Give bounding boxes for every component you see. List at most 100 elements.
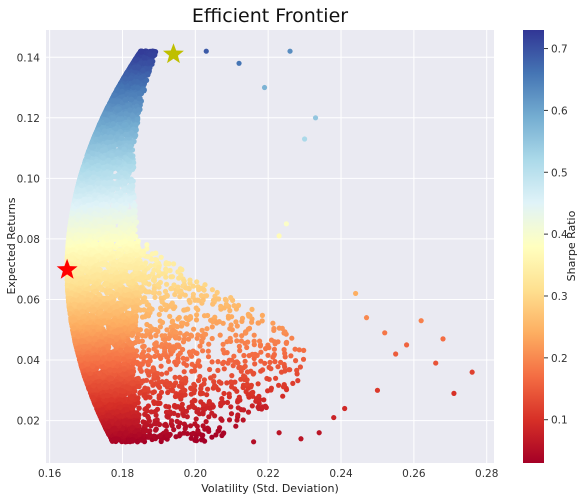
scatter-point	[165, 354, 171, 360]
scatter-point	[144, 242, 150, 248]
scatter-point	[266, 376, 272, 382]
scatter-point	[210, 301, 216, 307]
scatter-point	[242, 358, 248, 364]
scatter-point	[275, 364, 281, 370]
scatter-point	[245, 311, 251, 317]
scatter-point	[147, 433, 153, 439]
scatter-point	[175, 393, 181, 399]
scatter-point	[175, 412, 181, 418]
scatter-point	[151, 433, 157, 439]
scatter-point	[195, 377, 202, 384]
scatter-point	[251, 338, 257, 344]
scatter-point	[159, 333, 165, 339]
scatter-point	[221, 359, 227, 365]
scatter-point	[238, 338, 244, 344]
scatter-point	[176, 433, 182, 439]
scatter-point	[194, 279, 200, 285]
scatter-point	[225, 315, 232, 321]
scatter-point	[235, 360, 241, 366]
scatter-point	[139, 351, 145, 357]
scatter-point	[294, 371, 300, 377]
scatter-point	[221, 390, 227, 397]
scatter-point	[255, 381, 261, 387]
scatter-point	[146, 302, 152, 308]
scatter-point	[240, 384, 246, 391]
scatter-point	[151, 366, 157, 372]
scatter-point	[175, 316, 181, 322]
scatter-point	[270, 320, 276, 326]
scatter-point	[134, 335, 140, 341]
scatter-point	[137, 366, 143, 372]
scatter-point	[202, 282, 208, 288]
scatter-point	[257, 343, 263, 349]
scatter-point	[194, 312, 200, 318]
scatter-point	[192, 297, 198, 303]
scatter-point	[249, 319, 255, 325]
scatter-point	[171, 261, 177, 267]
scatter-point	[233, 423, 239, 429]
scatter-point	[215, 428, 221, 434]
scatter-point	[136, 405, 142, 411]
scatter-point	[220, 347, 226, 353]
scatter-point	[183, 408, 190, 414]
scatter-point	[155, 383, 161, 389]
scatter-point	[215, 387, 221, 393]
scatter-point	[251, 332, 257, 338]
scatter-point	[142, 314, 148, 320]
scatter-point	[278, 369, 285, 375]
scatter-point	[169, 318, 176, 324]
scatter-point	[163, 266, 169, 272]
scatter-point	[257, 338, 263, 344]
scatter-point	[301, 347, 307, 353]
scatter-point	[171, 282, 177, 288]
scatter-point	[148, 423, 154, 429]
scatter-point	[237, 348, 243, 354]
scatter-point	[147, 323, 153, 329]
scatter-point	[259, 312, 265, 318]
scatter-point	[193, 305, 199, 311]
scatter-point	[212, 382, 218, 389]
scatter-point	[185, 336, 192, 342]
scatter-point	[292, 346, 298, 352]
scatter-point	[145, 403, 151, 409]
scatter-point	[139, 361, 145, 367]
scatter-point	[198, 293, 204, 299]
scatter-point	[205, 386, 211, 392]
scatter-point	[286, 367, 292, 373]
scatter-point	[244, 344, 250, 351]
scatter-point	[217, 332, 223, 338]
scatter-point	[184, 362, 190, 368]
scatter-point	[266, 364, 272, 370]
scatter-point	[224, 399, 231, 406]
scatter-point	[202, 438, 208, 444]
scatter-point	[151, 399, 157, 405]
scatter-point	[189, 402, 196, 409]
scatter-point	[220, 400, 226, 406]
scatter-point	[139, 338, 145, 344]
scatter-point	[239, 333, 245, 339]
scatter-point	[215, 367, 221, 373]
scatter-point	[145, 413, 151, 419]
scatter-point	[234, 388, 240, 394]
scatter-point	[281, 383, 287, 389]
scatter-point	[177, 330, 183, 336]
scatter-point	[155, 328, 161, 334]
scatter-point	[178, 288, 184, 294]
scatter-point	[234, 323, 240, 329]
scatter-point	[282, 350, 288, 356]
scatter-point	[169, 418, 175, 424]
scatter-point	[256, 405, 262, 412]
scatter-point	[145, 254, 151, 260]
scatter-point	[187, 423, 194, 429]
scatter-point	[190, 430, 196, 436]
scatter-point	[159, 298, 165, 304]
scatter-point	[67, 311, 73, 317]
scatter-point	[203, 419, 209, 425]
scatter-point	[206, 400, 212, 406]
scatter-point	[196, 358, 202, 364]
scatter-point	[219, 417, 225, 423]
scatter-point	[176, 424, 182, 430]
scatter-point	[187, 277, 193, 283]
scatter-point	[187, 299, 193, 305]
scatter-point	[229, 373, 235, 379]
